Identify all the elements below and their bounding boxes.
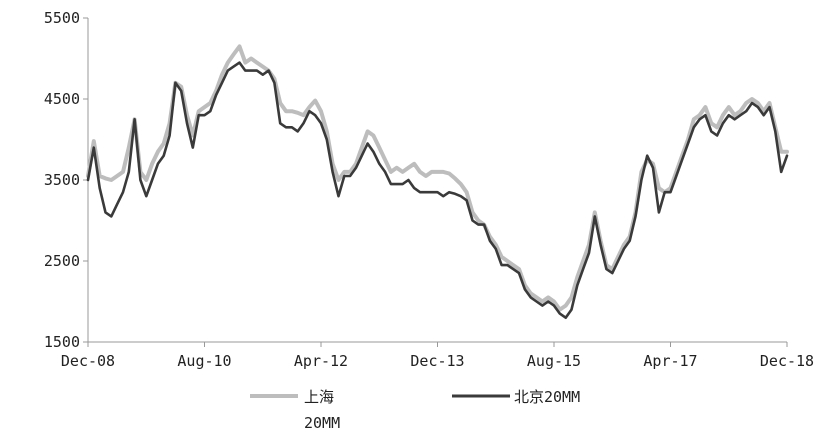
y-tick-label: 2500: [44, 252, 80, 270]
legend-label: 20MM: [304, 414, 340, 432]
y-tick-label: 1500: [44, 333, 80, 351]
legend-label: 北京20MM: [514, 388, 580, 406]
y-tick-label: 4500: [44, 90, 80, 108]
x-tick-label: Dec-18: [760, 352, 814, 370]
legend-label: 上海: [304, 388, 334, 406]
x-tick-label: Dec-08: [61, 352, 115, 370]
series-line-1: [88, 46, 787, 309]
series-line-2: [88, 63, 787, 318]
series-layer: [88, 46, 787, 317]
x-tick-label: Aug-10: [177, 352, 231, 370]
legend: 上海 20MM 北京20MM: [250, 388, 580, 432]
axes-layer: [88, 18, 787, 342]
x-tick-label: Apr-17: [643, 352, 697, 370]
y-tick-label: 5500: [44, 9, 80, 27]
y-tick-label: 3500: [44, 171, 80, 189]
x-tick-label: Apr-12: [294, 352, 348, 370]
x-tick-label: Dec-13: [410, 352, 464, 370]
x-tick-label: Aug-15: [527, 352, 581, 370]
